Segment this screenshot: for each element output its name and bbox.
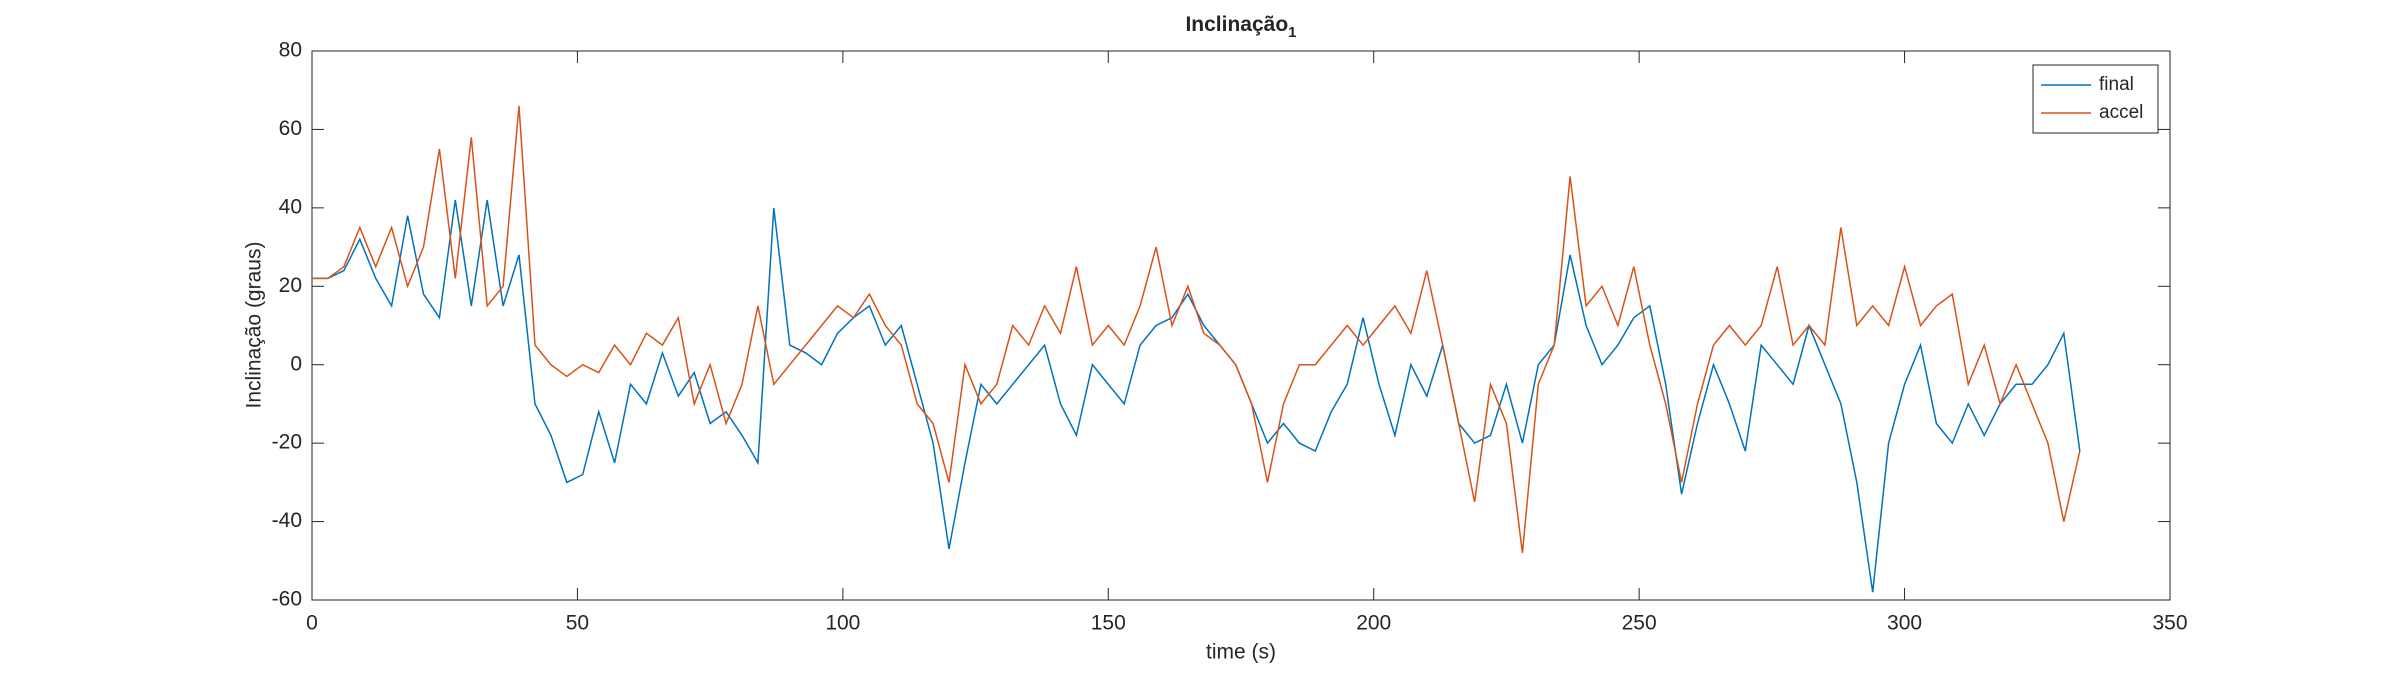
x-tick-label: 50 [566,612,589,635]
x-tick-label: 150 [1091,612,1126,635]
legend-box [2032,64,2159,134]
axes-box [311,50,2171,601]
x-tick-label: 0 [306,612,318,635]
x-tick-label: 200 [1356,612,1391,635]
y-axis-label: Inclinação (graus) [243,242,266,409]
x-tick-label: 250 [1622,612,1657,635]
y-tick-label: -40 [272,509,302,532]
y-tick-label: 60 [279,117,302,140]
y-tick-label: 0 [290,352,302,375]
y-tick-label: 40 [279,195,302,218]
x-tick-label: 300 [1887,612,1922,635]
legend-label: final [2099,74,2134,95]
x-axis-label: time (s) [1206,641,1276,664]
y-tick-label: 20 [279,274,302,297]
x-tick-label: 350 [2152,612,2187,635]
x-tick-label: 100 [825,612,860,635]
title-subscript: 1 [1288,24,1296,41]
series-line [312,199,2081,593]
series-line [312,105,2081,553]
y-tick-label: -60 [272,588,302,611]
y-tick-label: 80 [279,39,302,62]
y-tick-label: -20 [272,431,302,454]
chart-title: Inclinação1 [1185,13,1296,41]
title-text: Inclinação [1185,13,1288,36]
legend-label: accel [2099,102,2143,123]
